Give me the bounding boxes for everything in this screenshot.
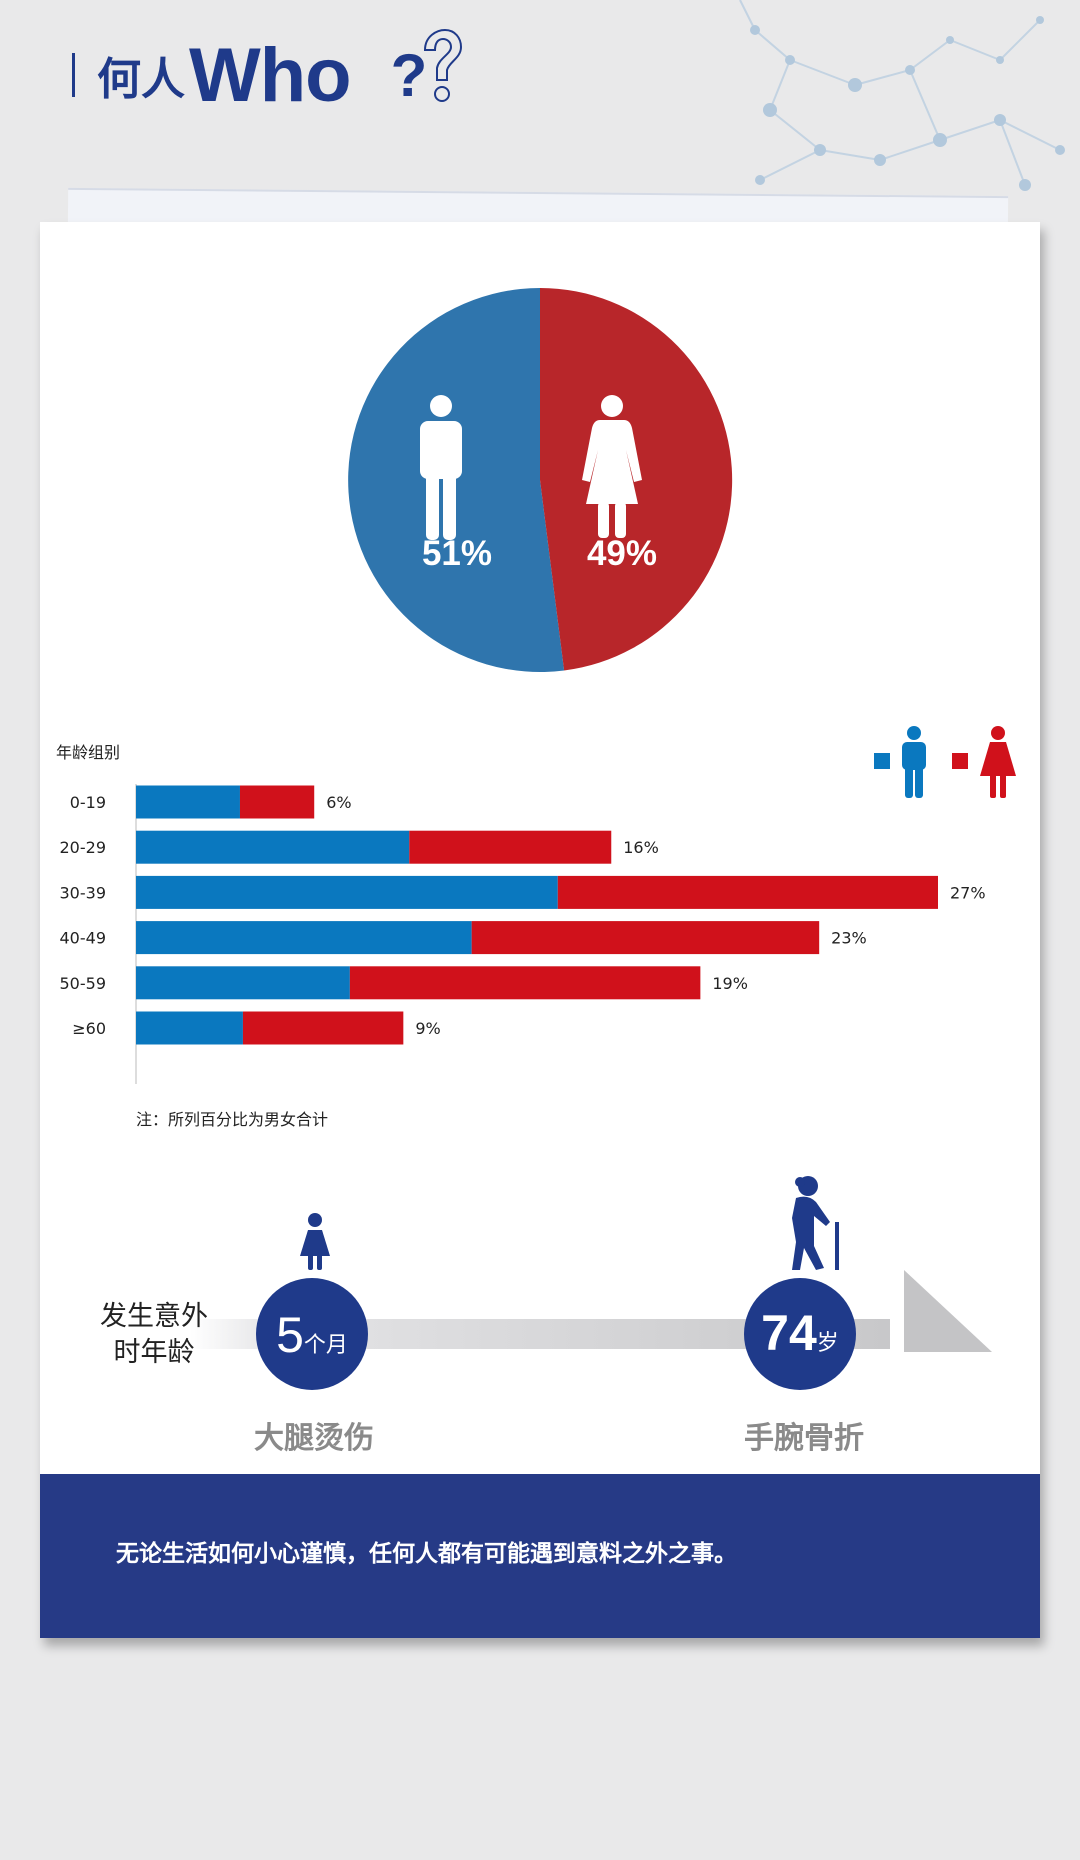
footer-banner: 无论生活如何小心谨慎，任何人都有可能遇到意料之外之事。 — [40, 1474, 1040, 1638]
category-label: 30-39 — [60, 883, 107, 902]
category-label: 40-49 — [60, 929, 107, 948]
outline-question-mark-icon — [424, 28, 463, 102]
young-age-circle — [256, 1278, 368, 1390]
bar-segment-male — [136, 830, 410, 864]
elderly-with-cane-icon — [792, 1176, 839, 1270]
title-divider — [72, 53, 75, 97]
young-age-text: 5个月 — [276, 1307, 348, 1363]
old-age-text: 74岁 — [761, 1305, 839, 1361]
legend — [874, 726, 1016, 798]
young-age-unit: 个月 — [304, 1332, 348, 1357]
old-age-unit: 岁 — [817, 1330, 839, 1355]
timeline-arrow-head — [904, 1270, 992, 1352]
female-percent-label: 49% — [587, 534, 657, 573]
male-figure-icon — [420, 395, 462, 540]
bar-segment-male — [136, 875, 558, 909]
bar-segment-male — [136, 921, 472, 955]
bar-total-label: 23% — [831, 929, 867, 948]
bar-segment-female — [349, 966, 701, 1000]
old-age-circle — [744, 1278, 856, 1390]
question-mark: ? — [390, 41, 428, 109]
chart-note: 注：所列百分比为男女合计 — [136, 1110, 328, 1129]
male-percent-label: 51% — [422, 534, 492, 573]
timeline-label-line2: 时年龄 — [114, 1337, 195, 1368]
bar-segment-female — [239, 785, 315, 819]
category-label: 20-29 — [60, 838, 107, 857]
bar-segment-female — [471, 921, 820, 955]
bar-segment-female — [242, 1011, 404, 1045]
page-title: 何人 Who ? — [72, 28, 463, 120]
young-age-value: 5 — [276, 1307, 304, 1363]
molecule-network-decoration — [739, 0, 1065, 191]
category-label: 50-59 — [60, 974, 107, 993]
child-figure-icon — [300, 1213, 330, 1270]
old-caption: 手腕骨折 — [744, 1421, 864, 1456]
bar-segment-female — [557, 875, 938, 909]
bar-total-label: 19% — [712, 974, 748, 993]
bar-total-label: 6% — [326, 793, 351, 812]
title-english: Who — [189, 32, 352, 118]
legend-female-swatch — [952, 753, 968, 769]
gender-pie-chart: 51% 49% — [348, 287, 733, 672]
footer-text: 无论生活如何小心谨慎，任何人都有可能遇到意料之外之事。 — [116, 1541, 737, 1567]
bar-total-label: 27% — [950, 883, 986, 902]
legend-male-swatch — [874, 753, 890, 769]
age-group-bar-chart: 年龄组别 0-19 6% 20-29 16% 30-39 27% 40-49 23% 50-59… — [56, 726, 1016, 1129]
bar-total-label: 9% — [415, 1019, 440, 1038]
title-chinese: 何人 — [97, 54, 185, 105]
infographic-card: 51% 49% 年龄组别 0-19 6% 20-29 16% 30-39 27% 40-49… — [40, 222, 1040, 1638]
accident-age-timeline: 发生意外 时年龄 5个月 大腿烫伤 74岁 手腕骨折 — [100, 1176, 992, 1456]
category-label: 0-19 — [70, 793, 106, 812]
pie-slice-male — [348, 288, 565, 672]
female-figure-icon — [582, 395, 642, 538]
bar-total-label: 16% — [623, 838, 659, 857]
timeline-label-line1: 发生意外 — [100, 1301, 208, 1332]
bar-segment-male — [136, 966, 350, 1000]
y-axis-title: 年龄组别 — [56, 743, 120, 762]
young-caption: 大腿烫伤 — [254, 1421, 374, 1456]
bar-segment-male — [136, 785, 240, 819]
legend-female-icon — [980, 726, 1016, 798]
bar-segment-male — [136, 1011, 243, 1045]
legend-male-icon — [902, 726, 926, 798]
category-label: ≥60 — [72, 1019, 106, 1038]
bar-segment-female — [409, 830, 612, 864]
old-age-value: 74 — [761, 1305, 817, 1361]
